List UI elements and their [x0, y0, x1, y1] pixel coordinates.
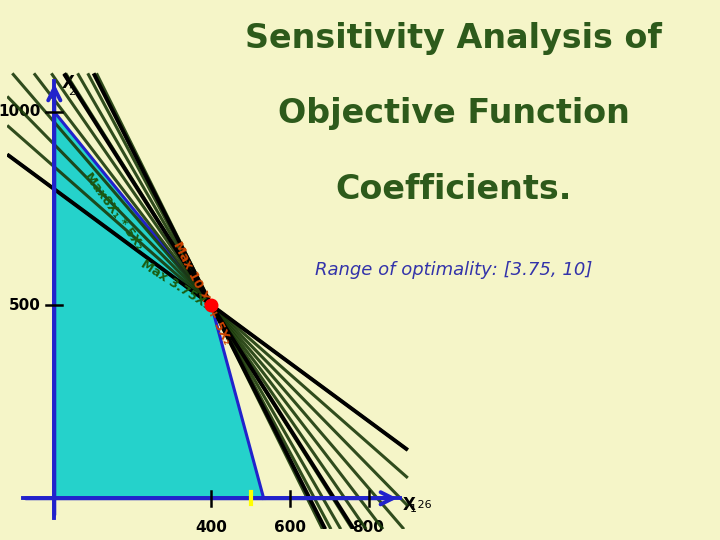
Text: Objective Function: Objective Function: [278, 97, 629, 130]
Text: 26: 26: [414, 500, 432, 510]
Text: Max 3.75X₁: Max 3.75X₁: [139, 258, 212, 312]
Text: Range of optimality: [3.75, 10]: Range of optimality: [3.75, 10]: [315, 261, 593, 279]
Text: X: X: [61, 74, 74, 92]
Text: 1: 1: [410, 504, 416, 514]
Text: Max8X₁ * 5X₂: Max8X₁ * 5X₂: [82, 170, 146, 252]
Text: 2: 2: [68, 87, 75, 97]
Text: X: X: [403, 496, 416, 514]
Text: 600: 600: [274, 519, 306, 535]
Text: Sensitivity Analysis of: Sensitivity Analysis of: [246, 22, 662, 55]
Text: Max 10 X₁ + 5X₂: Max 10 X₁ + 5X₂: [170, 239, 233, 346]
Text: 800: 800: [353, 519, 384, 535]
Text: 1000: 1000: [0, 104, 40, 119]
Text: 400: 400: [196, 519, 228, 535]
Text: Coefficients.: Coefficients.: [336, 173, 572, 206]
Text: 500: 500: [9, 298, 40, 313]
Polygon shape: [54, 112, 264, 498]
